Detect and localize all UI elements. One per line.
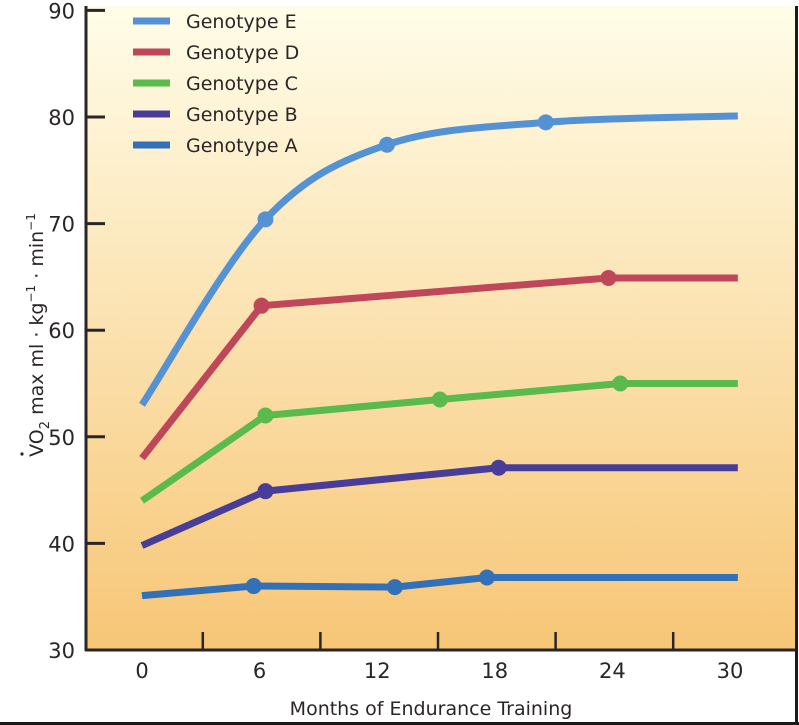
- legend-label-genotype-b: Genotype B: [186, 104, 298, 126]
- legend-label-genotype-a: Genotype A: [186, 135, 298, 157]
- data-point-genotype-b: [490, 459, 507, 476]
- legend-swatch-genotype-a: [133, 141, 170, 149]
- legend: Genotype E Genotype D Genotype C Genotype B…: [133, 11, 299, 157]
- legend-swatch-genotype-c: [133, 79, 170, 87]
- data-point-genotype-e: [379, 136, 395, 153]
- y-tick-label: 90: [48, 0, 75, 23]
- y-tick-label: 50: [48, 426, 75, 450]
- legend-label-genotype-d: Genotype D: [186, 42, 299, 64]
- data-point-genotype-a: [386, 579, 403, 596]
- data-point-genotype-d: [600, 269, 617, 286]
- y-axis-title-dot: [20, 452, 24, 456]
- data-point-genotype-d: [253, 297, 270, 314]
- legend-swatch-genotype-b: [133, 110, 170, 118]
- legend-label-genotype-e: Genotype E: [186, 11, 297, 33]
- x-tick-label: 0: [135, 659, 148, 683]
- data-point-genotype-c: [612, 375, 629, 392]
- x-tick-label: 18: [481, 659, 508, 683]
- y-tick-label: 30: [48, 639, 75, 663]
- y-axis-title-main: VO: [26, 429, 48, 457]
- data-point-genotype-a: [245, 578, 262, 595]
- y-tick-label: 60: [48, 319, 75, 343]
- y-axis-title-sup2: −1: [24, 213, 38, 231]
- y-axis-title-mid: · min: [26, 231, 48, 285]
- data-point-genotype-a: [478, 569, 495, 586]
- data-point-genotype-e: [257, 211, 274, 228]
- x-axis-ticks: 0 6 12 18 24 30: [135, 632, 743, 683]
- y-axis-title-sub: 2: [38, 421, 53, 429]
- x-tick-label: 12: [364, 659, 391, 683]
- data-point-genotype-c: [431, 391, 448, 408]
- y-axis-title: VO2 max ml · kg−1 · min−1: [20, 213, 53, 457]
- y-axis-title-rest: max ml · kg: [26, 303, 48, 421]
- x-axis-title: Months of Endurance Training: [290, 698, 573, 720]
- legend-swatch-genotype-d: [133, 48, 170, 56]
- y-tick-label: 80: [48, 106, 75, 130]
- y-axis-title-sup1: −1: [24, 285, 38, 303]
- x-tick-label: 30: [717, 659, 744, 683]
- series-line-genotype-d: [139, 274, 738, 461]
- data-point-genotype-e: [537, 114, 554, 131]
- data-point-genotype-b: [257, 483, 274, 500]
- series-line-genotype-b: [140, 464, 738, 549]
- legend-label-genotype-c: Genotype C: [186, 73, 298, 95]
- y-axis-ticks: 30 40 50 60 70 80 90: [48, 0, 105, 663]
- svg-text:VO2 max ml · kg−1 · min−1: VO2 max ml · kg−1 · min−1: [24, 213, 53, 457]
- x-tick-label: 24: [599, 659, 626, 683]
- legend-swatch-genotype-e: [133, 17, 170, 25]
- plot-background: [85, 6, 795, 650]
- y-tick-label: 70: [48, 213, 75, 237]
- series-layer: [139, 112, 738, 600]
- y-tick-label: 40: [48, 532, 75, 556]
- x-tick-label: 6: [253, 659, 266, 683]
- data-point-genotype-c: [257, 407, 274, 424]
